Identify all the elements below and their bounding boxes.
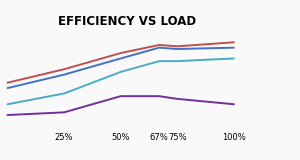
- Title: EFFICIENCY VS LOAD: EFFICIENCY VS LOAD: [58, 15, 196, 28]
